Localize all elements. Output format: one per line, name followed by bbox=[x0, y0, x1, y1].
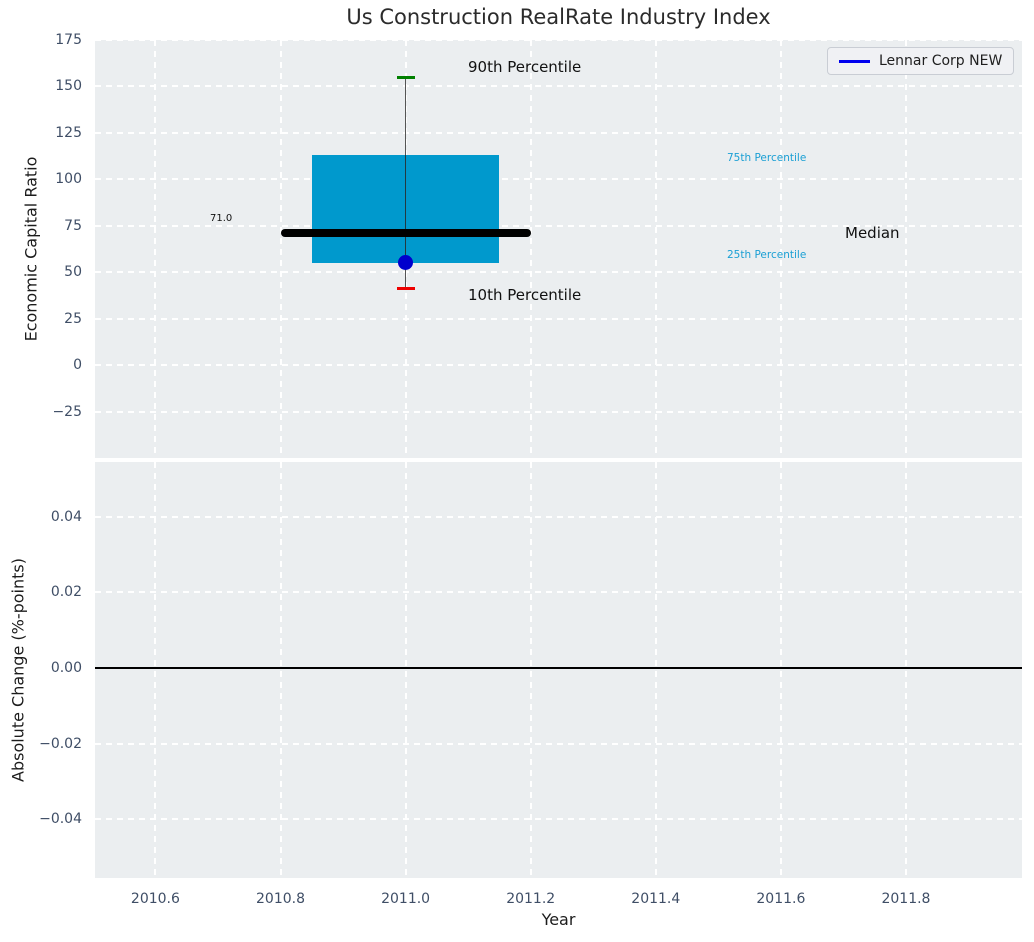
gridline-horizontal bbox=[95, 364, 1022, 367]
y-tick-label: 75 bbox=[64, 217, 82, 234]
y-tick-label: 0 bbox=[73, 357, 82, 374]
gridline-horizontal bbox=[95, 818, 1022, 821]
y-tick-label: 0.00 bbox=[50, 660, 82, 677]
gridline-horizontal bbox=[95, 317, 1022, 320]
y-tick-label: −0.04 bbox=[39, 811, 82, 828]
annotation-median-value: 71.0 bbox=[210, 213, 233, 224]
y-tick-label: 0.04 bbox=[50, 508, 82, 525]
y-tick-label: −25 bbox=[52, 403, 82, 420]
gridline-horizontal bbox=[95, 131, 1022, 134]
gridline-vertical bbox=[279, 462, 282, 878]
gridline-vertical bbox=[904, 40, 907, 458]
annotation-90th-percentile: 90th Percentile bbox=[468, 58, 582, 76]
gridline-vertical bbox=[654, 40, 657, 458]
gridline-vertical bbox=[779, 462, 782, 878]
gridline-vertical bbox=[654, 462, 657, 878]
gridline-horizontal bbox=[95, 515, 1022, 518]
legend-entry-label: Lennar Corp NEW bbox=[879, 53, 1003, 69]
chart-title: Us Construction RealRate Industry Index bbox=[346, 5, 771, 29]
gridline-horizontal bbox=[95, 742, 1022, 745]
p90-cap bbox=[396, 75, 415, 79]
x-tick-label: 2011.2 bbox=[506, 891, 556, 907]
annotation-median: Median bbox=[845, 224, 900, 242]
gridline-vertical bbox=[779, 40, 782, 458]
legend: Lennar Corp NEW bbox=[827, 47, 1015, 75]
y-tick-label: 25 bbox=[64, 310, 82, 327]
y-tick-label: 50 bbox=[64, 264, 82, 281]
zero-line bbox=[95, 667, 1022, 670]
annotation-75th-percentile: 75th Percentile bbox=[727, 152, 807, 164]
median-line bbox=[280, 229, 531, 238]
gridline-horizontal bbox=[95, 178, 1022, 181]
gridline-horizontal bbox=[95, 85, 1022, 88]
annotation-25th-percentile: 25th Percentile bbox=[727, 249, 807, 261]
gridline-vertical bbox=[529, 40, 532, 458]
gridline-vertical bbox=[154, 462, 157, 878]
bottom-axes bbox=[95, 462, 1022, 878]
x-tick-label: 2010.8 bbox=[256, 891, 305, 907]
x-tick-label: 2011.4 bbox=[631, 891, 681, 907]
p10-cap bbox=[396, 287, 415, 291]
annotation-10th-percentile: 10th Percentile bbox=[468, 286, 582, 304]
legend-line-sample-icon bbox=[839, 59, 870, 63]
gridline-vertical bbox=[529, 462, 532, 878]
y-tick-label: 175 bbox=[55, 32, 82, 48]
gridline-horizontal bbox=[95, 410, 1022, 413]
gridline-vertical bbox=[904, 462, 907, 878]
gridline-vertical bbox=[404, 462, 407, 878]
x-tick-label: 2011.8 bbox=[881, 891, 931, 907]
y-tick-label: 100 bbox=[55, 171, 82, 188]
y-tick-label: 125 bbox=[55, 124, 82, 141]
x-tick-label: 2011.0 bbox=[381, 891, 431, 907]
y-tick-label: 0.02 bbox=[50, 584, 82, 601]
gridline-horizontal bbox=[95, 271, 1022, 274]
gridline-horizontal bbox=[95, 224, 1022, 227]
whisker-line-inner bbox=[405, 155, 407, 263]
x-axis-label: Year bbox=[541, 910, 576, 929]
gridline-vertical bbox=[279, 40, 282, 458]
x-tick-label: 2010.6 bbox=[130, 891, 180, 907]
gridline-horizontal bbox=[95, 39, 1022, 41]
data-point bbox=[398, 254, 414, 270]
x-tick-label: 2011.6 bbox=[756, 891, 806, 907]
gridline-horizontal bbox=[95, 591, 1022, 594]
y-tick-label: 150 bbox=[55, 78, 82, 95]
top-axes bbox=[95, 40, 1022, 458]
y-tick-label: −0.02 bbox=[39, 735, 82, 752]
gridline-vertical bbox=[154, 40, 157, 458]
